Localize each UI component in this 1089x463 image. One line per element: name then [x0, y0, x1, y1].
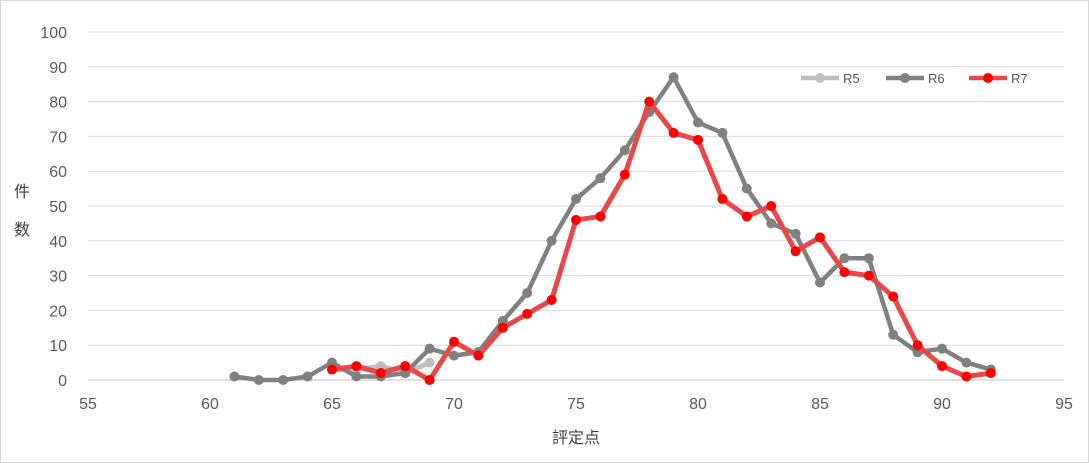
- data-point-r7: [961, 371, 972, 382]
- data-point-r6: [400, 368, 411, 379]
- y-tick-label: 40: [49, 234, 67, 251]
- series-r6: [229, 72, 996, 385]
- x-tick-label: 75: [567, 396, 585, 413]
- data-point-r6: [351, 371, 362, 382]
- y-tick-label: 100: [40, 25, 67, 42]
- data-point-r7: [546, 294, 557, 305]
- y-tick-label: 0: [58, 373, 67, 390]
- y-tick-label: 90: [49, 60, 67, 77]
- y-tick-label: 50: [49, 199, 67, 216]
- data-point-r6: [595, 173, 606, 184]
- x-tick-label: 55: [79, 396, 97, 413]
- data-point-r5: [424, 357, 435, 368]
- series-group: [229, 72, 996, 385]
- data-point-r6: [815, 277, 825, 288]
- data-point-r7: [351, 361, 362, 372]
- series-line-r7: [329, 99, 994, 383]
- data-point-r6: [302, 371, 313, 382]
- data-point-r7: [839, 267, 850, 278]
- data-point-r7: [693, 134, 703, 145]
- data-point-r7: [449, 336, 459, 347]
- data-point-r7: [668, 127, 679, 138]
- x-tick-labels: 55 60 65 70 75 80 85 90 95: [79, 396, 1073, 413]
- data-point-r6: [741, 183, 752, 194]
- data-point-r6: [327, 357, 337, 368]
- gridlines: [88, 31, 1064, 381]
- data-point-r7: [912, 340, 923, 351]
- data-point-r7: [473, 350, 484, 361]
- data-point-r6: [571, 194, 581, 205]
- data-point-r7: [937, 361, 947, 372]
- legend-swatch-marker: [815, 73, 825, 83]
- data-point-r5: [375, 361, 386, 372]
- x-tick-label: 80: [689, 396, 707, 413]
- y-tick-labels: 0 10 20 30 40 50 60 70 80 90 100: [40, 25, 67, 390]
- data-point-r7: [717, 194, 728, 205]
- data-point-r6: [717, 127, 728, 138]
- x-tick-label: 85: [811, 396, 829, 413]
- legend-label: R5: [843, 71, 860, 86]
- y-tick-label: 70: [49, 129, 67, 146]
- data-point-r6: [668, 72, 679, 83]
- data-point-r7: [863, 270, 874, 281]
- data-point-r7: [497, 322, 508, 333]
- data-point-r7: [619, 169, 630, 180]
- data-point-r6: [888, 329, 899, 340]
- legend-swatch-marker: [983, 73, 993, 83]
- data-point-r6: [693, 117, 703, 128]
- x-tick-label: 65: [323, 396, 341, 413]
- legend-item-r6: R6: [886, 71, 945, 86]
- x-tick-label: 90: [933, 396, 951, 413]
- data-point-r6: [863, 253, 874, 264]
- data-point-r6: [619, 145, 630, 156]
- data-point-r7: [424, 375, 435, 385]
- legend-item-r7: R7: [969, 71, 1028, 86]
- legend-label: R6: [928, 71, 945, 86]
- data-point-r7: [522, 308, 533, 319]
- x-tick-label: 95: [1055, 396, 1073, 413]
- data-point-r6: [839, 253, 850, 264]
- y-axis-title: 件数: [14, 182, 30, 239]
- data-point-r7: [571, 214, 581, 225]
- series-r7: [327, 96, 996, 385]
- data-point-r7: [644, 96, 655, 107]
- data-point-r6: [449, 350, 459, 361]
- data-point-r6: [522, 288, 533, 298]
- data-point-r6: [497, 315, 508, 326]
- data-point-r7: [375, 368, 386, 379]
- data-point-r7: [595, 211, 606, 222]
- data-point-r6: [546, 235, 557, 246]
- data-point-r7: [741, 211, 752, 222]
- data-point-r7: [766, 201, 777, 211]
- legend-swatch-marker: [900, 73, 910, 83]
- data-point-r7: [400, 361, 411, 372]
- legend-item-r5: R5: [801, 71, 860, 86]
- legend-label: R7: [1011, 71, 1028, 86]
- data-point-r6: [790, 228, 801, 239]
- data-point-r6: [937, 343, 947, 354]
- data-point-r6: [229, 371, 240, 382]
- legend: R5 R6 R7: [801, 71, 1028, 86]
- data-point-r7: [327, 364, 337, 375]
- data-point-r6: [961, 357, 972, 368]
- y-tick-label: 30: [49, 269, 67, 286]
- data-point-r6: [766, 218, 777, 229]
- x-axis-title: 評定点: [552, 428, 600, 447]
- data-point-r6: [424, 343, 435, 354]
- y-tick-label: 20: [49, 303, 67, 320]
- x-tick-label: 60: [201, 396, 219, 413]
- x-tick-label: 70: [445, 396, 463, 413]
- y-tick-label: 10: [49, 338, 67, 355]
- data-point-r7: [985, 368, 996, 379]
- data-point-r7: [888, 291, 899, 302]
- data-point-r7: [815, 232, 825, 243]
- series-line-r6: [232, 74, 994, 383]
- y-tick-label: 60: [49, 164, 67, 181]
- y-tick-label: 80: [49, 95, 67, 112]
- data-point-r7: [790, 246, 801, 257]
- data-point-r6: [278, 375, 289, 385]
- data-point-r6: [253, 375, 264, 385]
